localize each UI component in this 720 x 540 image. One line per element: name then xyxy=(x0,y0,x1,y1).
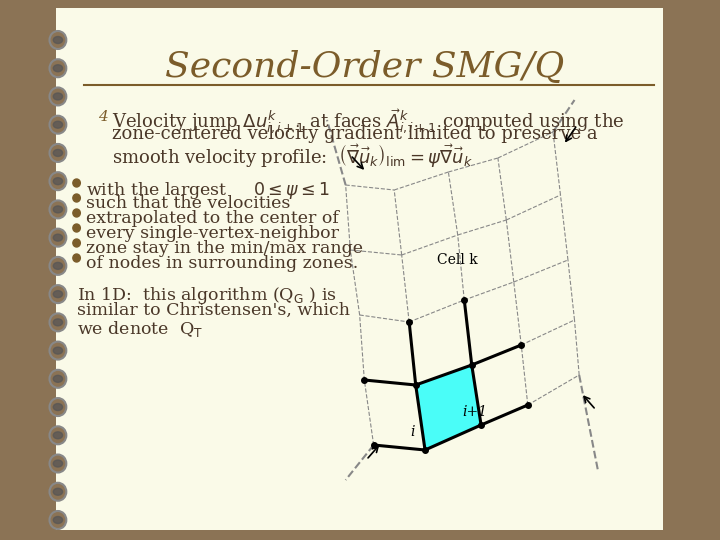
Circle shape xyxy=(50,59,66,77)
Text: 4: 4 xyxy=(98,110,108,124)
Circle shape xyxy=(50,398,66,416)
FancyBboxPatch shape xyxy=(56,8,663,530)
Text: i+1: i+1 xyxy=(462,405,487,419)
Circle shape xyxy=(50,483,66,501)
Text: In 1D:  this algorithm (Q$_{\rm G}$ ) is: In 1D: this algorithm (Q$_{\rm G}$ ) is xyxy=(76,285,336,306)
Text: extrapolated to the center of: extrapolated to the center of xyxy=(86,210,339,227)
Ellipse shape xyxy=(53,206,63,213)
Ellipse shape xyxy=(53,65,63,72)
Circle shape xyxy=(50,511,66,529)
Ellipse shape xyxy=(53,234,63,241)
Ellipse shape xyxy=(53,516,63,523)
Circle shape xyxy=(50,426,66,444)
Text: similar to Christensen's, which: similar to Christensen's, which xyxy=(76,302,350,319)
Circle shape xyxy=(50,313,66,332)
Circle shape xyxy=(50,200,66,218)
Polygon shape xyxy=(415,365,481,450)
Text: Velocity jump $\Delta u^{k}_{i,i+1}$ at faces $\vec{A}^{k}_{i,i+1}$ computed usi: Velocity jump $\Delta u^{k}_{i,i+1}$ at … xyxy=(112,108,624,137)
Circle shape xyxy=(50,285,66,303)
Ellipse shape xyxy=(53,178,63,185)
Circle shape xyxy=(50,87,66,105)
Ellipse shape xyxy=(53,488,63,495)
Circle shape xyxy=(50,116,66,134)
Ellipse shape xyxy=(53,93,63,100)
Ellipse shape xyxy=(53,375,63,382)
Text: Cell k: Cell k xyxy=(437,253,478,267)
Ellipse shape xyxy=(53,291,63,298)
Text: every single-vertex-neighbor: every single-vertex-neighbor xyxy=(86,225,339,242)
Circle shape xyxy=(73,239,81,247)
Circle shape xyxy=(50,455,66,472)
Circle shape xyxy=(50,228,66,247)
Text: Second-Order SMG/Q: Second-Order SMG/Q xyxy=(165,50,564,84)
Text: such that the velocities: such that the velocities xyxy=(86,195,290,212)
Ellipse shape xyxy=(53,460,63,467)
Circle shape xyxy=(73,179,81,187)
Circle shape xyxy=(50,342,66,360)
Ellipse shape xyxy=(53,121,63,128)
Circle shape xyxy=(73,194,81,202)
Ellipse shape xyxy=(53,403,63,410)
Circle shape xyxy=(50,144,66,162)
Circle shape xyxy=(50,31,66,49)
Text: we denote  Q$_{\rm T}$: we denote Q$_{\rm T}$ xyxy=(76,319,202,339)
Text: with the largest     $0 \leq \psi \leq 1$: with the largest $0 \leq \psi \leq 1$ xyxy=(86,180,330,201)
Circle shape xyxy=(50,257,66,275)
Circle shape xyxy=(73,224,81,232)
Ellipse shape xyxy=(53,347,63,354)
Circle shape xyxy=(50,172,66,190)
Ellipse shape xyxy=(53,150,63,157)
Text: zone stay in the min/max range: zone stay in the min/max range xyxy=(86,240,363,257)
Ellipse shape xyxy=(53,37,63,44)
Ellipse shape xyxy=(53,262,63,269)
Ellipse shape xyxy=(53,432,63,439)
Circle shape xyxy=(50,370,66,388)
Text: zone-centered velocity gradient limited to preserve a: zone-centered velocity gradient limited … xyxy=(112,125,598,143)
Text: i: i xyxy=(410,425,415,439)
Circle shape xyxy=(73,254,81,262)
Text: of nodes in surrounding zones.: of nodes in surrounding zones. xyxy=(86,255,358,272)
Circle shape xyxy=(73,209,81,217)
Text: smooth velocity profile:  $\left(\vec{\nabla}\vec{u}_k\right)_{\rm lim} = \psi\v: smooth velocity profile: $\left(\vec{\na… xyxy=(112,142,473,169)
Ellipse shape xyxy=(53,319,63,326)
